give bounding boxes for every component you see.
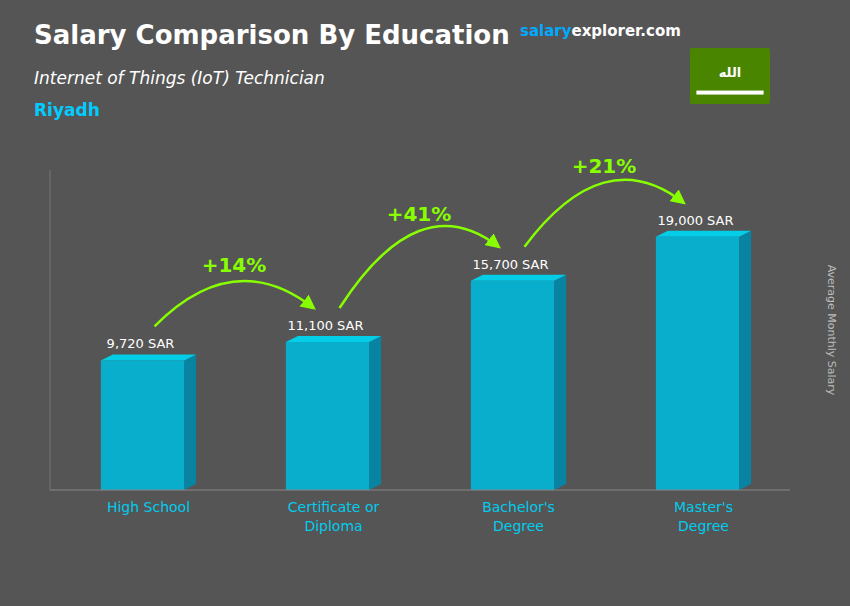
flag-label: الله — [719, 65, 742, 80]
category-label: Master's Degree — [674, 499, 733, 534]
change-label: +14% — [202, 253, 267, 277]
category-line: Certificate or — [288, 499, 380, 515]
value-label: 19,000 SAR — [657, 213, 733, 228]
labels: 9,720 SAR 11,100 SAR 15,700 SAR 19,000 SAR +… — [107, 154, 734, 534]
flag — [690, 48, 770, 104]
chart: Salary Comparison By Education Internet o… — [0, 0, 850, 606]
bar-top — [101, 354, 196, 360]
category-label: Bachelor's Degree — [482, 499, 555, 534]
change-arrow — [155, 281, 314, 326]
value-label: 15,700 SAR — [472, 257, 548, 272]
title: Salary Comparison By Education — [34, 20, 510, 50]
bar — [286, 342, 369, 490]
y-axis-line — [50, 170, 51, 490]
brand-part: explorer.com — [572, 22, 681, 40]
change-arrow — [525, 180, 684, 247]
bar-top — [471, 275, 566, 281]
category-line: Degree — [678, 518, 729, 534]
brand: salaryexplorer.com — [520, 22, 681, 40]
category-line: Master's — [674, 499, 733, 515]
change-label: +41% — [387, 202, 452, 226]
category-label: Certificate or Diploma — [288, 499, 380, 534]
category-line: Degree — [493, 518, 544, 534]
flag-stripe — [696, 91, 763, 95]
category-line: Bachelor's — [482, 499, 555, 515]
bar — [101, 360, 184, 490]
bar-side — [554, 275, 566, 490]
category-label: High School — [107, 499, 190, 515]
background — [0, 0, 850, 606]
change-label: +21% — [572, 154, 637, 178]
change-arrow — [340, 226, 499, 308]
bar-side — [369, 336, 381, 490]
category-line: High School — [107, 499, 190, 515]
bar-top — [286, 336, 381, 342]
bar-side — [739, 231, 751, 490]
y-label: Average Monthly Salary — [825, 265, 838, 396]
plot-area — [101, 231, 751, 490]
bar-side — [184, 354, 196, 490]
bar-top — [656, 231, 751, 237]
category-line: Diploma — [304, 518, 362, 534]
location: Riyadh — [34, 100, 100, 120]
value-label: 11,100 SAR — [287, 318, 363, 333]
baseline — [50, 490, 790, 491]
subtitle: Internet of Things (IoT) Technician — [34, 68, 325, 88]
value-label: 9,720 SAR — [107, 336, 175, 351]
brand-part: salary — [520, 22, 572, 40]
bar — [656, 237, 739, 490]
bar — [471, 281, 554, 490]
